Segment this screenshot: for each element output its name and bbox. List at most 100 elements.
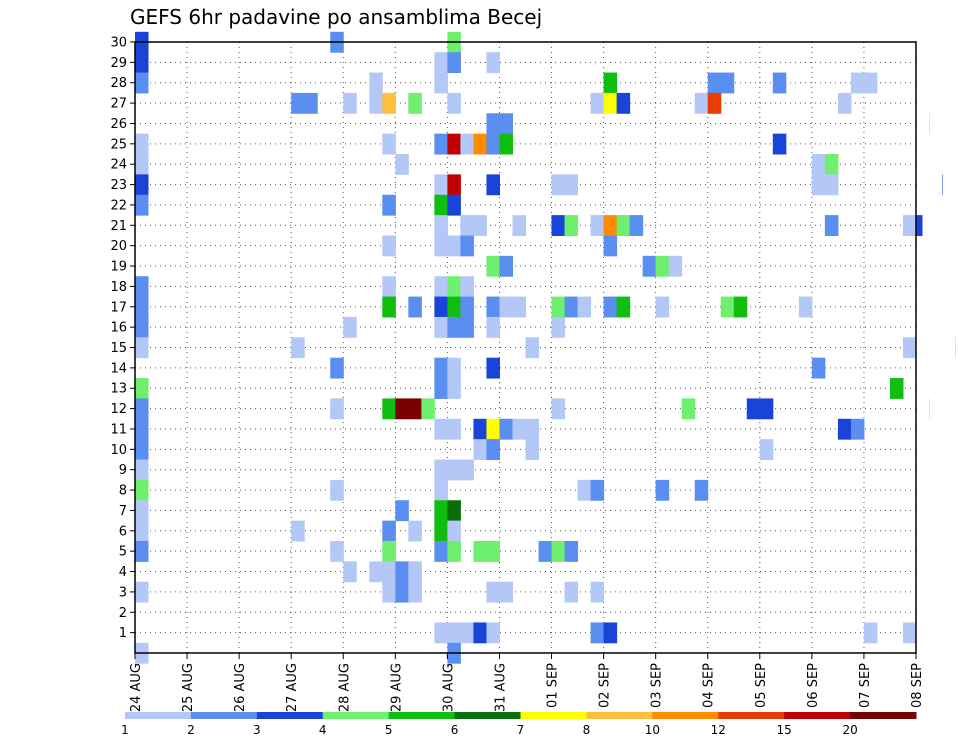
heatmap-cell (525, 418, 540, 440)
heatmap-cell (694, 479, 709, 501)
y-tick-label: 16 (110, 321, 127, 336)
colorbar-segment (322, 712, 390, 719)
colorbar-segment (454, 712, 521, 719)
heatmap-cell (603, 72, 618, 94)
heatmap-cell (798, 296, 813, 318)
heatmap-cell (733, 296, 748, 318)
colorbar-label: 8 (583, 723, 591, 737)
heatmap-cell (382, 133, 396, 155)
colorbar-segment (256, 712, 324, 719)
heatmap-cell (135, 337, 149, 359)
heatmap-cell (408, 92, 422, 114)
heatmap-cell (824, 174, 839, 196)
heatmap-cell (564, 174, 579, 196)
heatmap-cell (720, 296, 735, 318)
heatmap-cell (929, 398, 930, 420)
heatmap-cell (434, 215, 448, 236)
heatmap-cell (590, 92, 605, 114)
heatmap-cell (135, 418, 149, 440)
heatmap-cell (499, 418, 513, 440)
heatmap-cell (408, 296, 422, 318)
heatmap-cell (434, 194, 448, 216)
heatmap-cell (590, 622, 605, 644)
heatmap-cell (395, 561, 409, 583)
heatmap-cell (382, 276, 396, 298)
heatmap-cell (447, 235, 461, 257)
heatmap-cell (772, 133, 787, 155)
heatmap-cell (382, 235, 396, 257)
heatmap-cell (369, 72, 383, 94)
heatmap-cell (135, 398, 149, 420)
y-tick-label: 5 (119, 545, 127, 560)
heatmap-cell (603, 215, 618, 236)
heatmap-cell (447, 357, 461, 379)
heatmap-cell (564, 540, 579, 562)
heatmap-cell (434, 235, 448, 257)
y-tick-label: 1 (119, 626, 127, 641)
heatmap-cell (811, 154, 826, 175)
heatmap-cell (707, 92, 722, 114)
heatmap-cell (486, 418, 500, 440)
x-tick-label: 03 SEP (650, 663, 665, 708)
chart-title: GEFS 6hr padavine po ansamblima Becej (130, 5, 543, 29)
y-tick-label: 19 (110, 260, 127, 275)
heatmap-cell (590, 215, 605, 236)
heatmap-cell (902, 622, 917, 644)
heatmap-cell (629, 215, 644, 236)
heatmap-cell (486, 316, 500, 338)
heatmap-cell (564, 581, 579, 603)
heatmap-cell (434, 316, 448, 338)
x-tick-label: 04 SEP (702, 663, 717, 708)
heatmap-cell (486, 133, 500, 155)
x-tick-label: 31 AUG (493, 663, 508, 712)
heatmap-cell (902, 337, 917, 359)
heatmap-cell (473, 622, 487, 644)
heatmap-cell (486, 357, 500, 379)
heatmap-cell (759, 439, 774, 461)
y-tick-label: 15 (110, 341, 127, 356)
heatmap-cell (551, 296, 566, 318)
colorbar-segment (784, 712, 851, 719)
x-tick-label: 24 AUG (129, 663, 144, 712)
heatmap-cell (902, 215, 917, 236)
heatmap-cell (135, 52, 149, 74)
heatmap-cell (824, 154, 839, 175)
heatmap-cell (486, 255, 500, 277)
heatmap-cell (551, 398, 566, 420)
colorbar-segment (586, 712, 653, 719)
heatmap-cell (135, 316, 149, 338)
y-tick-label: 10 (110, 443, 127, 458)
colorbar-segment (850, 712, 917, 719)
heatmap-cell (603, 235, 618, 257)
heatmap-cell (837, 92, 852, 114)
heatmap-cell (135, 540, 149, 562)
heatmap-cell (447, 418, 461, 440)
heatmap-cell (551, 215, 566, 236)
heatmap-cell (382, 520, 396, 542)
x-tick-label: 25 AUG (181, 663, 196, 712)
heatmap-cell (330, 479, 344, 501)
heatmap-cell (473, 418, 487, 440)
heatmap-cell (889, 378, 904, 399)
heatmap-cell (408, 581, 422, 603)
heatmap-cell (512, 215, 526, 236)
heatmap-cell (304, 92, 318, 114)
heatmap-cell (499, 296, 513, 318)
heatmap-cell (447, 378, 461, 399)
x-tick-label: 02 SEP (598, 663, 613, 708)
heatmap-cell (434, 133, 448, 155)
heatmap-cell (850, 72, 865, 94)
y-tick-label: 17 (110, 300, 127, 315)
y-tick-label: 6 (119, 524, 127, 539)
heatmap-cell (135, 479, 149, 501)
colorbar-label: 20 (842, 723, 857, 737)
heatmap-cell (929, 113, 930, 135)
heatmap-cell (694, 92, 709, 114)
heatmap-cell (473, 439, 487, 461)
heatmap-cell (395, 581, 409, 603)
heatmap-cell (460, 133, 474, 155)
y-tick-label: 21 (110, 219, 127, 234)
heatmap-cell (343, 92, 357, 114)
heatmap-cell (447, 316, 461, 338)
heatmap-cell (473, 540, 487, 562)
